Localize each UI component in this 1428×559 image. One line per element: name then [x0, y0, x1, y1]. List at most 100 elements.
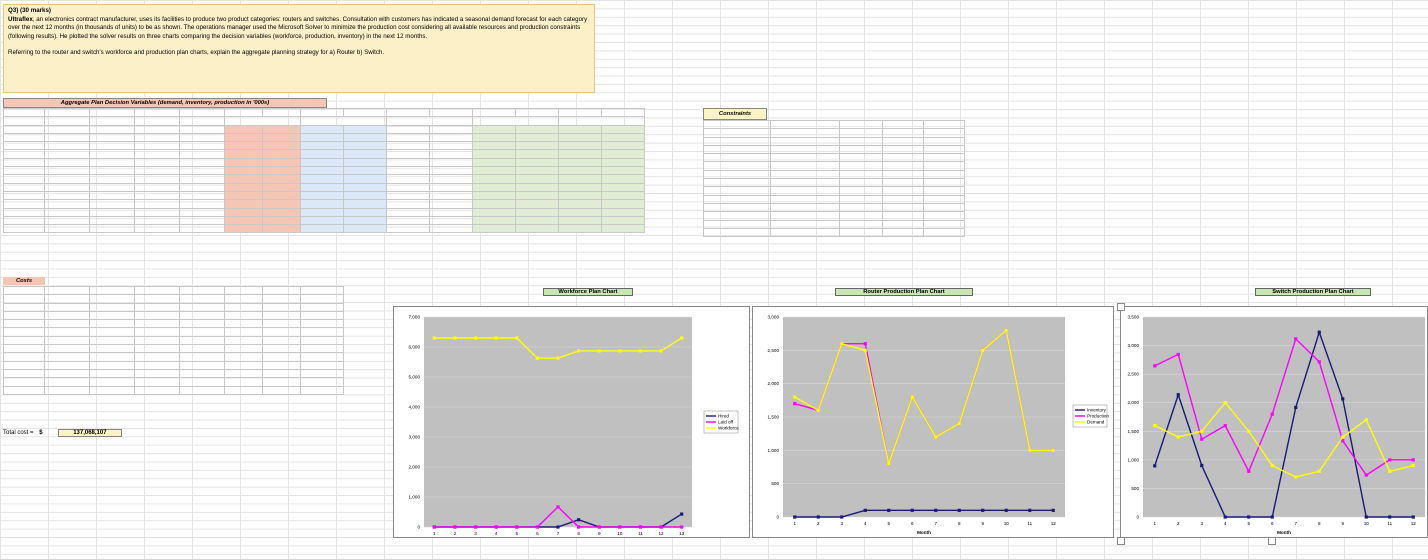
- table-cell[interactable]: [770, 186, 840, 196]
- table-cell[interactable]: [601, 141, 645, 151]
- table-cell[interactable]: [179, 182, 225, 192]
- header-cell[interactable]: [472, 116, 559, 126]
- table-cell[interactable]: [923, 186, 965, 196]
- table-cell[interactable]: [515, 182, 559, 192]
- table-cell[interactable]: [882, 211, 924, 221]
- table-cell[interactable]: [558, 224, 602, 234]
- table-cell[interactable]: [89, 132, 135, 143]
- table-cell[interactable]: [262, 327, 301, 337]
- header-cell[interactable]: [224, 107, 263, 118]
- table-cell[interactable]: [224, 199, 263, 209]
- table-cell[interactable]: [134, 174, 180, 184]
- table-cell[interactable]: [44, 385, 90, 395]
- header-cell[interactable]: [386, 116, 473, 126]
- table-cell[interactable]: [89, 207, 135, 217]
- table-cell[interactable]: [429, 157, 473, 168]
- table-cell[interactable]: [770, 211, 840, 221]
- table-cell[interactable]: [429, 174, 473, 184]
- table-cell[interactable]: [3, 141, 45, 151]
- table-cell[interactable]: [134, 199, 180, 209]
- table-cell[interactable]: [386, 207, 430, 217]
- table-cell[interactable]: [224, 224, 263, 234]
- table-cell[interactable]: [224, 294, 263, 304]
- table-cell[interactable]: [224, 182, 263, 192]
- table-cell[interactable]: [300, 327, 344, 337]
- header-cell[interactable]: [44, 285, 90, 296]
- table-cell[interactable]: [343, 174, 387, 184]
- table-cell[interactable]: [179, 335, 225, 346]
- table-cell[interactable]: [44, 352, 90, 362]
- table-cell[interactable]: [134, 360, 180, 370]
- table-cell[interactable]: [179, 360, 225, 370]
- table-cell[interactable]: [703, 202, 771, 213]
- table-cell[interactable]: [179, 310, 225, 321]
- table-cell[interactable]: [179, 224, 225, 234]
- header-cell[interactable]: [558, 107, 602, 118]
- table-cell[interactable]: [3, 327, 45, 337]
- table-cell[interactable]: [882, 186, 924, 196]
- table-cell[interactable]: [134, 124, 180, 134]
- table-cell[interactable]: [703, 227, 771, 238]
- table-cell[interactable]: [300, 352, 344, 362]
- header-cell[interactable]: [262, 107, 301, 118]
- table-cell[interactable]: [558, 141, 602, 151]
- header-cell[interactable]: [262, 285, 301, 296]
- table-cell[interactable]: [429, 149, 473, 159]
- table-cell[interactable]: [601, 149, 645, 159]
- table-cell[interactable]: [3, 149, 45, 159]
- table-cell[interactable]: [89, 377, 135, 387]
- table-cell[interactable]: [224, 310, 263, 321]
- table-cell[interactable]: [262, 352, 301, 362]
- table-cell[interactable]: [134, 352, 180, 362]
- table-cell[interactable]: [262, 207, 301, 217]
- table-cell[interactable]: [343, 166, 387, 176]
- table-cell[interactable]: [300, 174, 344, 184]
- table-cell[interactable]: [839, 153, 883, 163]
- table-cell[interactable]: [923, 202, 965, 213]
- table-cell[interactable]: [89, 141, 135, 151]
- table-cell[interactable]: [770, 128, 840, 138]
- header-cell[interactable]: [343, 107, 387, 118]
- table-cell[interactable]: [89, 174, 135, 184]
- table-cell[interactable]: [44, 224, 90, 234]
- table-cell[interactable]: [44, 344, 90, 354]
- table-cell[interactable]: [3, 224, 45, 234]
- table-cell[interactable]: [386, 182, 430, 192]
- header-cell[interactable]: [839, 119, 883, 130]
- table-cell[interactable]: [262, 302, 301, 312]
- table-cell[interactable]: [882, 219, 924, 229]
- table-cell[interactable]: [839, 161, 883, 171]
- table-cell[interactable]: [601, 199, 645, 209]
- table-cell[interactable]: [89, 224, 135, 234]
- table-cell[interactable]: [224, 149, 263, 159]
- table-cell[interactable]: [89, 166, 135, 176]
- table-cell[interactable]: [179, 207, 225, 217]
- table-cell[interactable]: [703, 194, 771, 204]
- table-cell[interactable]: [429, 190, 473, 201]
- table-cell[interactable]: [558, 157, 602, 168]
- table-cell[interactable]: [262, 344, 301, 354]
- table-cell[interactable]: [703, 186, 771, 196]
- header-cell[interactable]: [3, 107, 45, 118]
- table-cell[interactable]: [44, 368, 90, 379]
- question-textbox[interactable]: Q3) (30 marks) Ultraflex, an electronics…: [3, 4, 595, 93]
- table-cell[interactable]: [386, 132, 430, 143]
- table-cell[interactable]: [770, 153, 840, 163]
- table-cell[interactable]: [601, 132, 645, 143]
- header-cell[interactable]: [923, 119, 965, 130]
- header-cell[interactable]: [89, 107, 135, 118]
- table-cell[interactable]: [179, 294, 225, 304]
- table-cell[interactable]: [224, 319, 263, 329]
- table-cell[interactable]: [300, 224, 344, 234]
- table-cell[interactable]: [44, 319, 90, 329]
- header-cell[interactable]: [224, 116, 301, 126]
- table-cell[interactable]: [89, 368, 135, 379]
- table-cell[interactable]: [343, 132, 387, 143]
- table-cell[interactable]: [601, 190, 645, 201]
- table-cell[interactable]: [882, 161, 924, 171]
- table-cell[interactable]: [89, 302, 135, 312]
- table-cell[interactable]: [224, 190, 263, 201]
- table-cell[interactable]: [89, 327, 135, 337]
- table-cell[interactable]: [429, 224, 473, 234]
